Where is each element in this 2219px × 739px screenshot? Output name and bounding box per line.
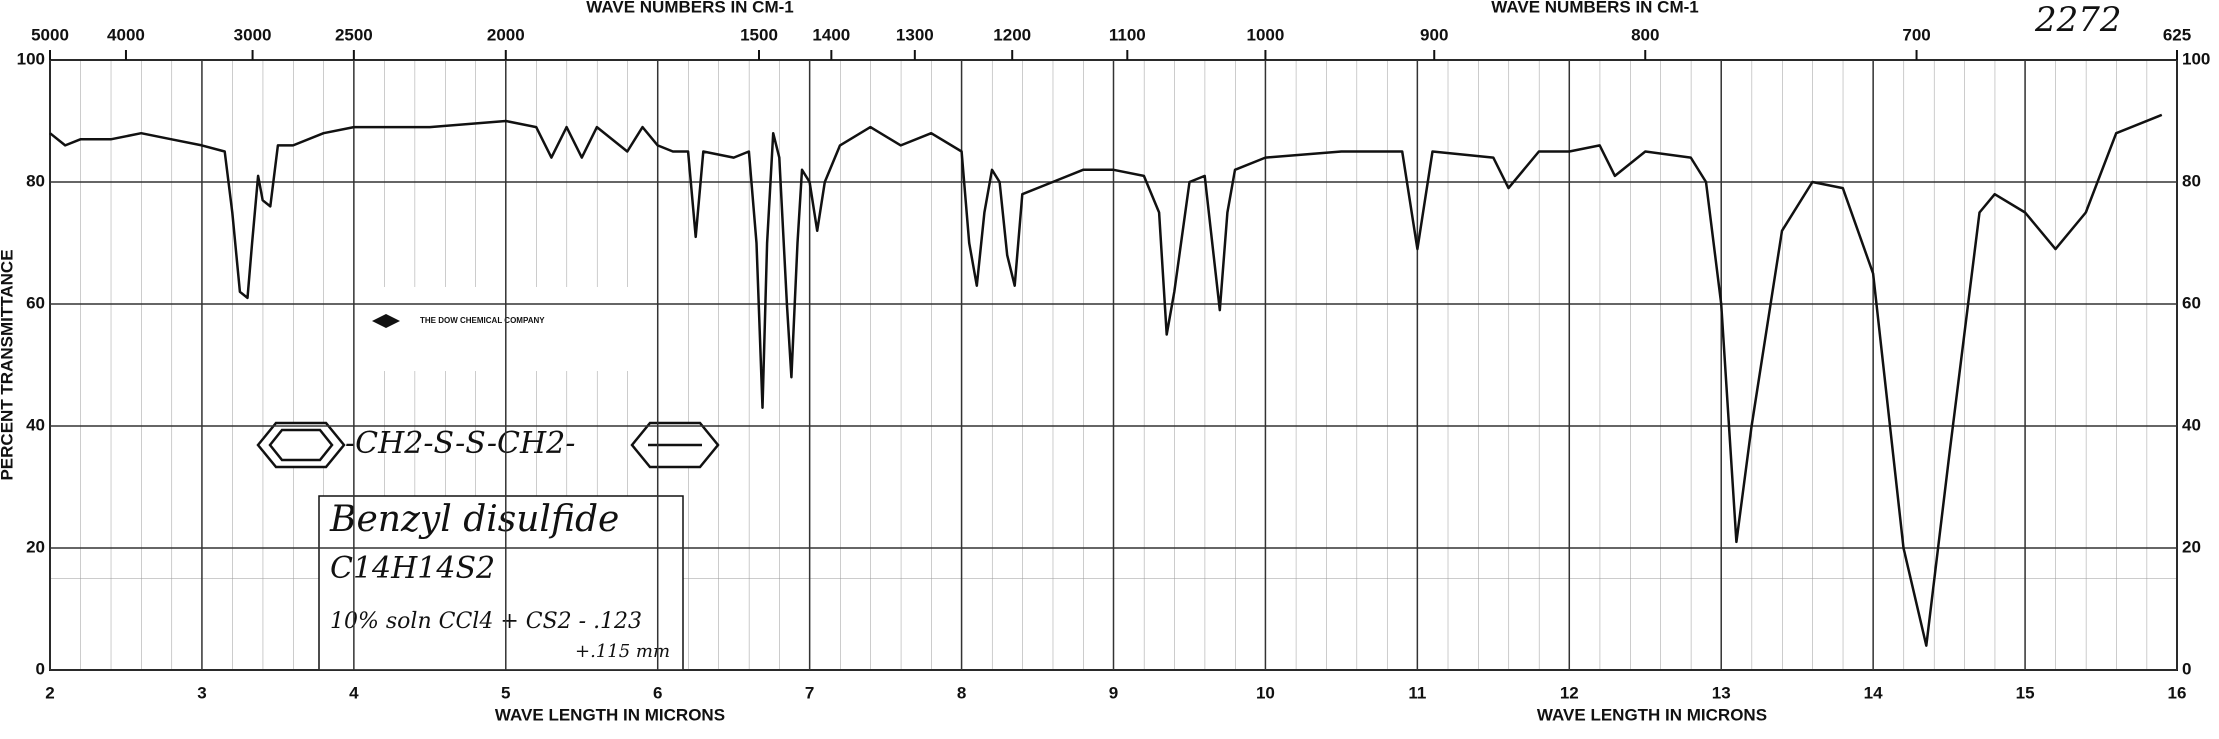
logo [372, 314, 400, 328]
y-tick-label: 80 [2182, 171, 2201, 190]
annotation: 2272 [2034, 0, 2122, 40]
y-tick-label: 40 [26, 415, 45, 434]
spectrum-line [49, 113, 2163, 647]
y-tick-label: 80 [26, 171, 45, 190]
x2-tick-label: 700 [1902, 25, 1930, 44]
x-tick-label: 15 [2016, 683, 2035, 702]
y-tick-label: 60 [26, 293, 45, 312]
x-axis-label: WAVE LENGTH IN MICRONS [1537, 705, 1767, 724]
x-tick-label: 3 [197, 683, 206, 702]
x-tick-label: 2 [45, 683, 54, 702]
x-axis-label: WAVE LENGTH IN MICRONS [495, 705, 725, 724]
benzene-ring [630, 421, 720, 469]
annotation: C14H14S2 [330, 551, 495, 586]
x2-tick-label: 800 [1631, 25, 1659, 44]
x-tick-label: 9 [1109, 683, 1118, 702]
y-tick-label: 20 [26, 537, 45, 556]
y-tick-label: 0 [36, 659, 45, 678]
y-tick-label: 100 [2182, 49, 2210, 68]
x2-tick-label: 1200 [993, 25, 1031, 44]
x-tick-label: 8 [957, 683, 966, 702]
x-tick-label: 11 [1408, 683, 1426, 702]
benzene-ring [256, 421, 346, 469]
x2-tick-label: 1400 [812, 25, 850, 44]
x-tick-label: 14 [1864, 683, 1883, 702]
annotation: +.115 mm [575, 641, 670, 662]
x-tick-label: 12 [1560, 683, 1579, 702]
x-tick-label: 6 [653, 683, 662, 702]
x2-tick-label: 1500 [740, 25, 778, 44]
x-tick-label: 16 [2168, 683, 2187, 702]
x2-tick-label: 3000 [234, 25, 272, 44]
annotation: 10% soln CCl4 + CS2 - .123 [330, 609, 642, 634]
x2-tick-label: 625 [2163, 25, 2191, 44]
y-tick-label: 0 [2182, 659, 2191, 678]
y-tick-label: 60 [2182, 293, 2201, 312]
x-tick-label: 7 [805, 683, 814, 702]
annotation: Benzyl disulfide [329, 499, 619, 540]
x2-tick-label: 4000 [107, 25, 145, 44]
x-tick-label: 5 [501, 683, 510, 702]
label-box [352, 287, 632, 371]
x2-tick-label: 5000 [31, 25, 69, 44]
x2-tick-label: 2000 [487, 25, 525, 44]
y-axis-label: PERCENT TRANSMITTANCE [0, 249, 16, 480]
y-tick-label: 20 [2182, 537, 2201, 556]
x-tick-label: 10 [1256, 683, 1275, 702]
x2-tick-label: 2500 [335, 25, 373, 44]
x-tick-label: 4 [349, 683, 359, 702]
x2-axis-label: WAVE NUMBERS IN CM-1 [1491, 0, 1698, 16]
x2-axis-label: WAVE NUMBERS IN CM-1 [586, 0, 793, 16]
x2-tick-label: 1000 [1247, 25, 1285, 44]
y-tick-label: 40 [2182, 415, 2201, 434]
annotation: THE DOW CHEMICAL COMPANY [420, 316, 545, 325]
x-tick-label: 13 [1712, 683, 1731, 702]
x2-tick-label: 1300 [896, 25, 934, 44]
annotation: -CH2-S-S-CH2- [345, 426, 575, 461]
y-tick-label: 100 [17, 49, 45, 68]
x2-tick-label: 1100 [1109, 25, 1146, 44]
x2-tick-label: 900 [1420, 25, 1448, 44]
